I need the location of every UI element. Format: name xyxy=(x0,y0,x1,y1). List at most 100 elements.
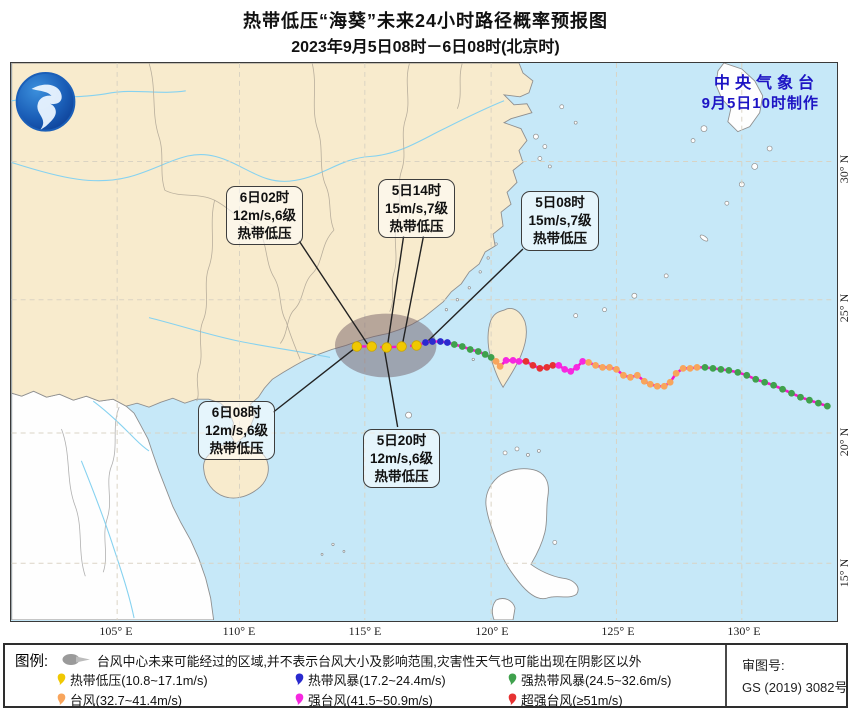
track-point-ty xyxy=(592,361,599,369)
china-landmass xyxy=(11,63,534,445)
forecast-point-td xyxy=(351,341,363,352)
legend-label: 超强台风 xyxy=(521,693,573,708)
track-point-sts xyxy=(717,365,725,373)
track-point-sts xyxy=(788,389,795,397)
track-point-sts xyxy=(779,385,786,393)
track-line-forecast xyxy=(356,341,426,349)
track-point-ty xyxy=(633,371,641,379)
track-point-ty xyxy=(606,363,613,371)
track-point-sts xyxy=(709,364,717,372)
forecast-point-td xyxy=(381,342,392,353)
callout-line: 15m/s,7级 xyxy=(384,200,449,216)
forecast-callout: 6日02时 12m/s,6级 热带低压 xyxy=(226,186,303,245)
lon-tick-label: 130° E xyxy=(727,624,761,638)
track-point-sts xyxy=(743,371,751,379)
storm-symbol-icon xyxy=(508,673,517,686)
cma-logo-icon xyxy=(15,71,76,132)
legend-range: (32.7~41.4m/s) xyxy=(95,693,183,708)
track-point-ts xyxy=(422,339,429,346)
track-point-sts xyxy=(487,354,495,361)
legend-range: (10.8~17.1m/s) xyxy=(121,673,208,688)
legend-range: (17.2~24.4m/s) xyxy=(359,673,446,688)
track-point-sts xyxy=(770,381,777,389)
track-point-sts xyxy=(466,346,474,353)
legend-item-ssty: 超强台风(≥51m/s) xyxy=(508,690,623,709)
storm-symbol-icon xyxy=(295,673,304,686)
track-point-ts xyxy=(437,338,444,345)
track-point-ssty xyxy=(529,361,537,369)
country-border xyxy=(61,428,86,577)
storm-symbol-icon xyxy=(57,693,66,706)
track-point-ts xyxy=(443,339,451,346)
forecast-point-td xyxy=(366,341,377,352)
track-point-ty xyxy=(496,362,504,370)
agency-issue-time: 9月5日10时制作 xyxy=(701,95,819,112)
storm-symbol-icon xyxy=(295,693,304,706)
approval-box: 审图号: GS (2019) 3082号 xyxy=(725,645,848,706)
track-point-sty xyxy=(555,361,563,369)
lon-tick-label: 120° E xyxy=(475,624,509,638)
track-point-ty xyxy=(599,363,606,371)
track-point-sty xyxy=(567,367,575,375)
track-point-ty xyxy=(660,382,668,390)
legend-label: 热带风暴 xyxy=(308,673,360,688)
callout-line: 6日08时 xyxy=(211,404,262,420)
map-area: 6日02时 12m/s,6级 热带低压 5日14时 15m/s,7级 热带低压 5日08时 1… xyxy=(10,62,838,622)
legend-item-ty: 台风(32.7~41.4m/s) xyxy=(57,690,182,709)
callout-line: 热带低压 xyxy=(374,468,429,484)
lon-tick-label: 125° E xyxy=(601,624,635,638)
forecast-callout: 5日20时 12m/s,6级 热带低压 xyxy=(363,429,440,488)
track-point-ty xyxy=(640,377,648,385)
track-point-sty xyxy=(573,363,581,371)
track-point-sts xyxy=(761,378,769,386)
callout-line: 12m/s,6级 xyxy=(369,450,434,466)
legend-range: (41.5~50.9m/s) xyxy=(346,693,433,708)
track-point-ty xyxy=(646,380,654,388)
track-point-ty xyxy=(613,365,620,373)
track-point-ty xyxy=(620,371,627,379)
track-point-sts xyxy=(701,363,709,371)
track-point-ssty xyxy=(543,363,551,371)
forecast-callout: 6日08时 12m/s,6级 热带低压 xyxy=(198,401,275,460)
track-point-sts xyxy=(752,375,760,383)
track-point-ssty xyxy=(536,364,544,372)
track-point-sty xyxy=(515,358,523,365)
track-point-sty xyxy=(561,365,569,373)
lon-tick-label: 105° E xyxy=(99,624,133,638)
legend-title: 图例: xyxy=(15,654,49,670)
callout-leader-line xyxy=(427,248,524,342)
rivers xyxy=(11,90,505,619)
track-point-ssty xyxy=(549,361,557,369)
track-point-sts xyxy=(823,402,831,410)
cone-legend-icon xyxy=(62,654,90,665)
track-point-ty xyxy=(492,358,500,365)
luzon-island xyxy=(485,468,579,600)
callout-leader-line xyxy=(401,235,425,344)
track-point-sts xyxy=(734,368,742,376)
forecast-callout: 5日14时 15m/s,7级 热带低压 xyxy=(378,179,455,238)
track-point-sts xyxy=(458,343,466,350)
forecast-callout: 5日08时 15m/s,7级 热带低压 xyxy=(521,191,599,251)
track-point-ty xyxy=(672,369,680,377)
callout-leader-line xyxy=(272,346,357,413)
track-point-sts xyxy=(474,348,482,355)
callout-leader-line xyxy=(387,235,405,345)
callout-leader-line xyxy=(384,351,399,428)
callout-line: 12m/s,6级 xyxy=(232,207,297,223)
callout-line: 热带低压 xyxy=(237,225,292,241)
track-point-ssty xyxy=(522,358,530,365)
callout-line: 15m/s,7级 xyxy=(528,213,592,228)
legend-item-td: 热带低压(10.8~17.1m/s) xyxy=(57,670,208,689)
track-point-ts xyxy=(429,338,436,345)
callout-line: 6日02时 xyxy=(239,189,290,205)
lat-tick-label: 30° N xyxy=(837,154,851,184)
basemap-svg xyxy=(11,63,836,620)
track-point-sts xyxy=(814,399,822,407)
legend-label: 热带低压 xyxy=(70,673,122,688)
country-border xyxy=(102,406,120,573)
lat-tick-label: 15° N xyxy=(837,558,851,588)
page-subtitle: 2023年9月5日08时－6日08时(北京时) xyxy=(291,39,560,56)
legend-label: 台风 xyxy=(70,693,96,708)
callout-line: 5日08时 xyxy=(535,195,585,210)
legend-label: 强热带风暴 xyxy=(521,673,585,688)
